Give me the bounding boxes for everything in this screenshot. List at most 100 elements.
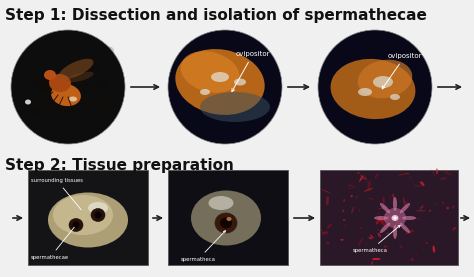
- Ellipse shape: [452, 205, 454, 209]
- Ellipse shape: [94, 212, 101, 219]
- Ellipse shape: [318, 30, 432, 144]
- Ellipse shape: [403, 198, 406, 206]
- Ellipse shape: [364, 188, 373, 192]
- Ellipse shape: [376, 216, 382, 225]
- Ellipse shape: [58, 59, 93, 79]
- Ellipse shape: [88, 202, 108, 214]
- Bar: [168, 170, 288, 265]
- Ellipse shape: [378, 213, 380, 214]
- Ellipse shape: [431, 170, 436, 177]
- Ellipse shape: [442, 202, 444, 204]
- Ellipse shape: [57, 68, 69, 77]
- Ellipse shape: [359, 175, 363, 182]
- Ellipse shape: [104, 47, 114, 54]
- Ellipse shape: [411, 258, 414, 261]
- Ellipse shape: [340, 239, 344, 241]
- Ellipse shape: [356, 196, 357, 198]
- Ellipse shape: [32, 76, 47, 88]
- Ellipse shape: [209, 196, 234, 210]
- Ellipse shape: [350, 195, 353, 197]
- Ellipse shape: [370, 235, 374, 239]
- Ellipse shape: [75, 129, 82, 135]
- Ellipse shape: [393, 225, 397, 239]
- Ellipse shape: [429, 210, 431, 212]
- Ellipse shape: [39, 79, 53, 90]
- Ellipse shape: [52, 41, 60, 46]
- Ellipse shape: [425, 242, 428, 244]
- Ellipse shape: [380, 220, 386, 226]
- Ellipse shape: [377, 229, 379, 231]
- Ellipse shape: [91, 209, 105, 222]
- Ellipse shape: [342, 210, 344, 212]
- Ellipse shape: [405, 230, 414, 234]
- Ellipse shape: [386, 216, 390, 220]
- Ellipse shape: [419, 205, 424, 209]
- Ellipse shape: [51, 82, 59, 88]
- Ellipse shape: [42, 78, 55, 88]
- Ellipse shape: [357, 172, 360, 174]
- Ellipse shape: [373, 76, 393, 88]
- Ellipse shape: [358, 209, 360, 213]
- Ellipse shape: [322, 231, 328, 234]
- Ellipse shape: [400, 203, 410, 213]
- Ellipse shape: [53, 195, 113, 235]
- Ellipse shape: [384, 208, 406, 228]
- Ellipse shape: [436, 168, 438, 174]
- Ellipse shape: [380, 203, 390, 213]
- Ellipse shape: [48, 193, 128, 248]
- Ellipse shape: [49, 74, 71, 92]
- Ellipse shape: [31, 108, 41, 114]
- Ellipse shape: [371, 261, 373, 265]
- Ellipse shape: [437, 197, 439, 198]
- Ellipse shape: [435, 203, 437, 204]
- Ellipse shape: [387, 232, 389, 234]
- Ellipse shape: [351, 207, 354, 214]
- Ellipse shape: [93, 86, 102, 93]
- Text: spermatheca: spermatheca: [353, 225, 400, 253]
- Ellipse shape: [368, 237, 372, 239]
- Ellipse shape: [22, 104, 32, 112]
- Ellipse shape: [367, 181, 371, 190]
- Ellipse shape: [447, 207, 449, 209]
- Ellipse shape: [452, 227, 456, 231]
- Ellipse shape: [215, 213, 237, 233]
- Ellipse shape: [44, 70, 56, 80]
- Ellipse shape: [69, 219, 83, 232]
- Ellipse shape: [399, 173, 407, 176]
- Ellipse shape: [372, 258, 381, 260]
- Ellipse shape: [367, 182, 369, 183]
- Ellipse shape: [394, 234, 397, 236]
- Ellipse shape: [392, 215, 399, 221]
- Ellipse shape: [321, 189, 331, 193]
- Ellipse shape: [402, 216, 416, 220]
- Ellipse shape: [11, 30, 125, 144]
- Text: ovipositor: ovipositor: [382, 53, 422, 89]
- Ellipse shape: [21, 112, 30, 119]
- Ellipse shape: [360, 227, 362, 229]
- Ellipse shape: [420, 181, 424, 186]
- Ellipse shape: [403, 201, 409, 204]
- Ellipse shape: [374, 216, 388, 220]
- Ellipse shape: [394, 220, 400, 227]
- Text: ovipositor: ovipositor: [232, 51, 270, 92]
- Ellipse shape: [406, 173, 410, 174]
- Ellipse shape: [175, 49, 264, 115]
- Ellipse shape: [343, 199, 345, 202]
- Ellipse shape: [378, 232, 381, 237]
- Ellipse shape: [69, 96, 77, 101]
- Ellipse shape: [454, 227, 456, 229]
- Ellipse shape: [418, 182, 422, 183]
- Ellipse shape: [111, 87, 121, 95]
- Ellipse shape: [191, 191, 261, 245]
- Ellipse shape: [399, 245, 402, 248]
- Ellipse shape: [358, 60, 412, 98]
- Text: spermathecae: spermathecae: [31, 227, 74, 260]
- Bar: [320, 170, 458, 265]
- Ellipse shape: [28, 68, 36, 74]
- Ellipse shape: [389, 196, 391, 199]
- Ellipse shape: [320, 227, 324, 236]
- Ellipse shape: [358, 237, 363, 246]
- Ellipse shape: [409, 176, 412, 179]
- Ellipse shape: [59, 106, 68, 112]
- Ellipse shape: [393, 217, 396, 219]
